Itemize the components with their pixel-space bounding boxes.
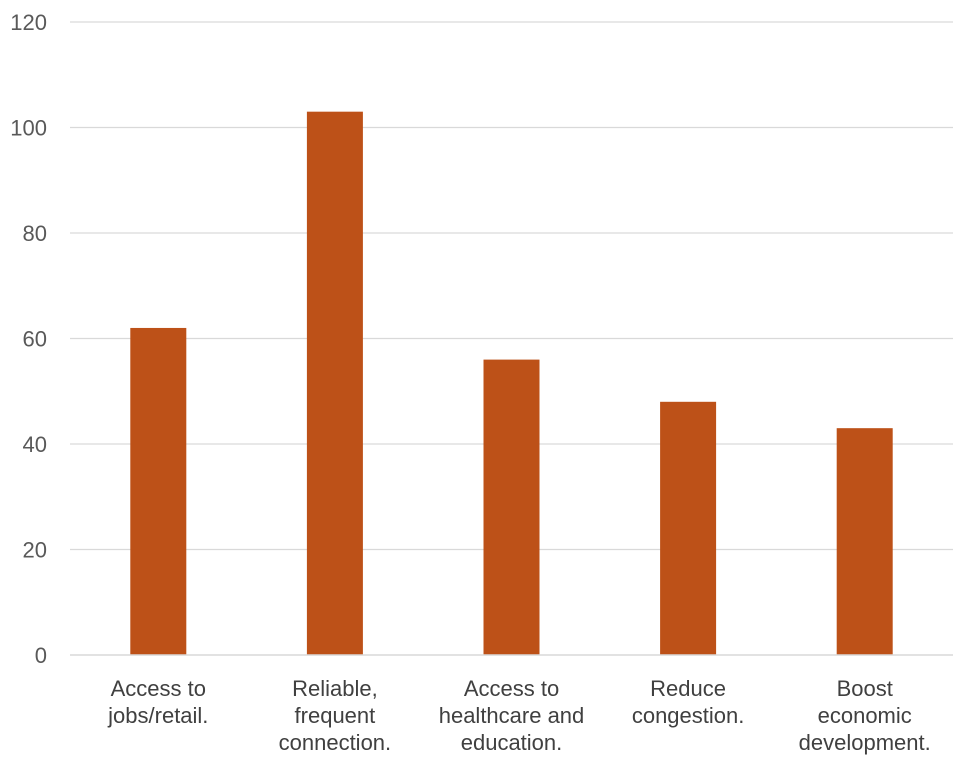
bar xyxy=(660,401,717,655)
x-tick-label: Reduce congestion. xyxy=(632,676,745,728)
bar xyxy=(836,428,893,655)
x-tick-label: Access to healthcare and education. xyxy=(439,676,585,755)
bar xyxy=(130,327,187,655)
y-tick-label: 120 xyxy=(10,10,47,35)
y-tick-label: 80 xyxy=(23,221,47,246)
x-tick-label: Access to jobs/retail. xyxy=(107,676,208,728)
bar xyxy=(483,359,540,655)
y-tick-label: 40 xyxy=(23,432,47,457)
y-tick-label: 20 xyxy=(23,538,47,563)
x-tick-label: Boost economic development. xyxy=(799,676,931,755)
x-axis-tick-labels: Access to jobs/retail. Reliable, frequent co… xyxy=(107,676,931,755)
x-tick-label: Reliable, frequent connection. xyxy=(279,676,392,755)
bars xyxy=(130,111,893,656)
y-tick-label: 0 xyxy=(35,643,47,668)
gridlines xyxy=(70,21,953,551)
bar xyxy=(306,111,363,656)
y-axis-tick-labels: 0 20 40 60 80 100 120 xyxy=(10,10,47,668)
y-tick-label: 60 xyxy=(23,327,47,352)
y-tick-label: 100 xyxy=(10,116,47,141)
